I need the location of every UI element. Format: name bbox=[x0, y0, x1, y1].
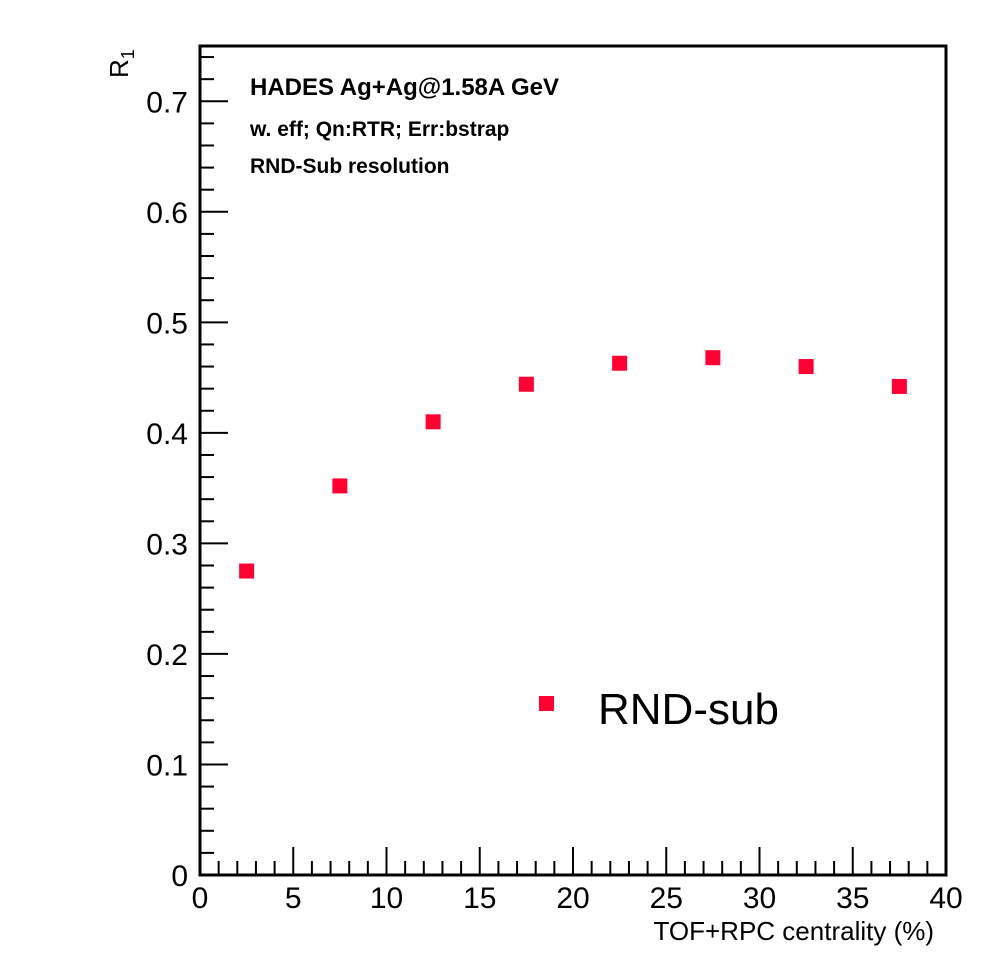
x-tick-label: 10 bbox=[370, 882, 403, 915]
x-tick-label: 5 bbox=[285, 882, 302, 915]
y-axis-title: R1 bbox=[104, 49, 138, 78]
data-point bbox=[705, 350, 721, 366]
y-tick-label: 0.6 bbox=[146, 197, 188, 230]
y-axis-title-main: R bbox=[104, 59, 134, 78]
x-tick-label: 30 bbox=[743, 882, 776, 915]
y-tick-labels: 0 0.1 0.2 0.3 0.4 0.5 0.6 0.7 bbox=[146, 86, 188, 893]
x-tick-label: 35 bbox=[836, 882, 869, 915]
y-axis-title-subscript: 1 bbox=[118, 49, 138, 59]
data-point bbox=[239, 563, 255, 579]
annotation-experiment: HADES Ag+Ag@1.58A GeV bbox=[250, 74, 559, 101]
y-tick-label: 0.3 bbox=[146, 528, 188, 561]
x-tick-labels: 0 5 10 15 20 25 30 35 40 bbox=[192, 882, 963, 915]
plot-frame bbox=[198, 44, 948, 877]
y-tick-label: 0 bbox=[171, 860, 188, 893]
data-point bbox=[891, 378, 907, 394]
data-point bbox=[425, 414, 441, 430]
data-points bbox=[239, 350, 907, 579]
data-point bbox=[798, 359, 814, 375]
y-tick-label: 0.1 bbox=[146, 749, 188, 782]
annotation-method: RND-Sub resolution bbox=[250, 155, 450, 178]
svg-text:R1: R1 bbox=[104, 49, 138, 78]
x-tick-label: 15 bbox=[463, 882, 496, 915]
y-tick-label: 0.4 bbox=[146, 418, 188, 451]
axis-ticks bbox=[199, 56, 947, 876]
legend-marker-rnd-sub bbox=[539, 696, 554, 711]
y-tick-label: 0.2 bbox=[146, 639, 188, 672]
legend-label-rnd-sub: RND-sub bbox=[598, 685, 779, 734]
x-axis-title: TOF+RPC centrality (%) bbox=[653, 916, 934, 946]
data-point bbox=[332, 478, 348, 494]
x-tick-label: 0 bbox=[192, 882, 209, 915]
annotation-settings: w. eff; Qn:RTR; Err:bstrap bbox=[249, 118, 509, 141]
data-point bbox=[612, 355, 628, 371]
y-tick-label: 0.7 bbox=[146, 86, 188, 119]
x-tick-label: 40 bbox=[929, 882, 962, 915]
x-tick-label: 25 bbox=[650, 882, 683, 915]
legend: RND-sub bbox=[539, 685, 779, 734]
data-point bbox=[518, 376, 534, 392]
y-tick-label: 0.5 bbox=[146, 307, 188, 340]
x-tick-label: 20 bbox=[556, 882, 589, 915]
